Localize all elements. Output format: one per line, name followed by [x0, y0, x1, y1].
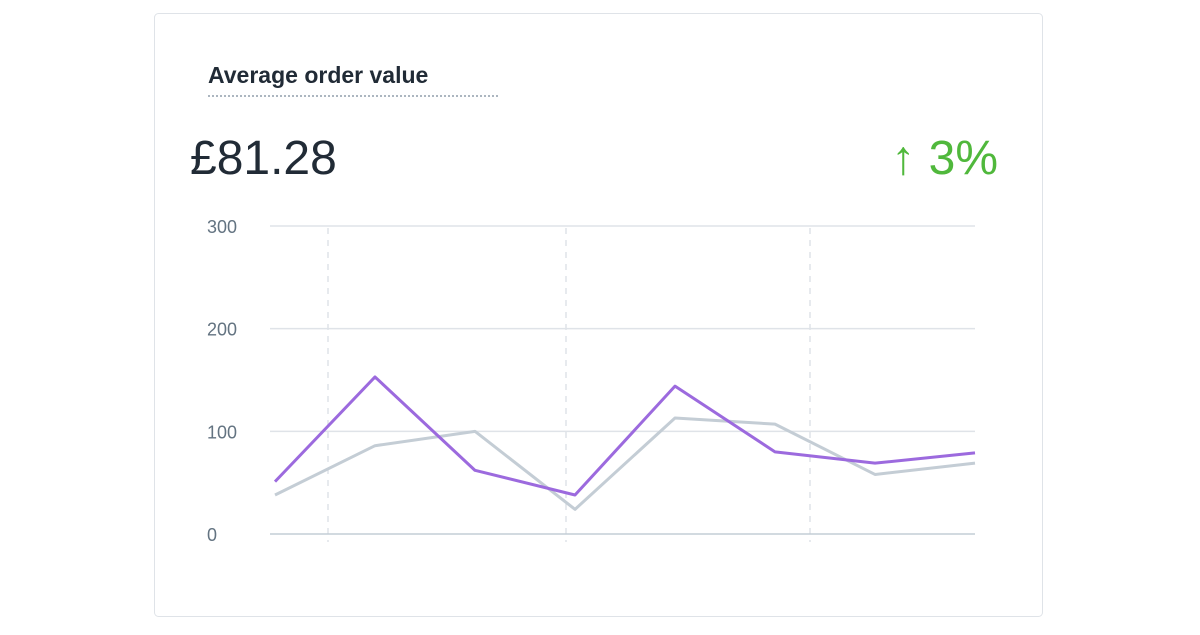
card — [154, 13, 1043, 617]
series-line — [274, 416, 976, 511]
y-tick-label: 300 — [207, 217, 237, 237]
y-tick-label: 100 — [207, 422, 237, 442]
metric-change: ↑ 3% — [891, 132, 998, 185]
y-tick-label: 0 — [207, 525, 217, 545]
card-title: Average order value — [208, 62, 428, 88]
y-tick-label: 200 — [207, 320, 237, 340]
series-line — [273, 375, 976, 497]
metric-value: £81.28 — [190, 132, 337, 185]
